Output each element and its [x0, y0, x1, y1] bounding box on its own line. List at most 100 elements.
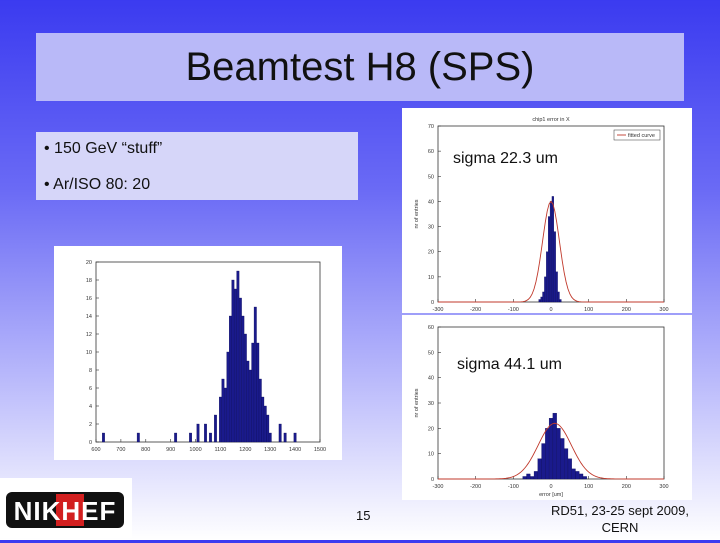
histogram-bar	[548, 418, 554, 480]
histogram-bar	[253, 306, 257, 443]
x-tick-label: 600	[91, 447, 100, 453]
y-tick-label: 30	[428, 225, 434, 231]
histogram-bar	[530, 476, 535, 480]
x-tick-label: 1500	[314, 447, 326, 453]
nikhef-logo-icon: NIKHEF	[6, 492, 124, 528]
histogram-bar	[567, 458, 572, 480]
histogram-bar	[256, 342, 260, 443]
bullet-energy: • 150 GeV “stuff”	[44, 140, 163, 157]
x-tick-label: -200	[470, 484, 481, 490]
position-histogram: 600 700 800 900 1000 1100 1200 1300 1400 1500 0 2 4 6…	[54, 246, 342, 460]
y-tick-label: 30	[428, 401, 434, 407]
histogram-bar	[251, 342, 255, 443]
svg-text:NIKHEF: NIKHEF	[14, 496, 117, 526]
y-tick-label: 8	[89, 368, 92, 374]
histogram-bar	[522, 476, 527, 480]
histogram-bar	[258, 378, 262, 443]
footer: RD51, 23-25 sept 2009, CERN	[520, 502, 720, 536]
error-histogram-top: -300-200-1000100200300010203040506070err…	[402, 108, 692, 313]
histogram-bar	[283, 432, 287, 443]
y-tick-label: 0	[89, 440, 92, 446]
plot-frame	[95, 261, 321, 443]
x-tick-label: -300	[432, 307, 443, 313]
fit-curve	[438, 422, 664, 480]
histogram-bar	[293, 432, 297, 443]
histogram-bar	[582, 476, 587, 480]
histogram-bar	[174, 432, 178, 443]
chart-title: chip1 error in X	[532, 117, 570, 123]
histogram-bar	[564, 448, 569, 480]
error-histogram-top-svg: -300-200-1000100200300010203040506070err…	[414, 117, 669, 313]
histogram-bar	[278, 423, 282, 443]
y-tick-label: 60	[428, 325, 434, 331]
histogram-bar	[226, 351, 230, 443]
fit-curve	[438, 200, 664, 303]
y-tick-label: 40	[428, 199, 434, 205]
y-tick-label: 20	[86, 260, 92, 266]
y-tick-label: 0	[431, 477, 434, 483]
y-tick-label: 10	[428, 275, 434, 281]
histogram-bar	[553, 231, 556, 303]
y-tick-label: 50	[428, 174, 434, 180]
y-tick-label: 4	[89, 404, 92, 410]
y-tick-label: 0	[431, 300, 434, 306]
histogram-bar	[204, 423, 207, 443]
x-tick-label: 0	[549, 484, 552, 490]
histogram-bar	[209, 432, 212, 443]
legend-label: fitted curve	[628, 133, 655, 139]
legend-box	[613, 129, 661, 141]
y-tick-label: 18	[86, 278, 92, 284]
histogram-bar	[236, 270, 240, 443]
y-tick-label: 14	[86, 314, 92, 320]
position-histogram-svg: 600 700 800 900 1000 1100 1200 1300 1400 1500 0 2 4 6…	[86, 260, 326, 453]
x-tick-label: -300	[432, 484, 443, 490]
y-tick-label: 40	[428, 376, 434, 382]
histogram-bar	[189, 432, 192, 443]
histogram-bar	[231, 279, 235, 443]
histogram-bar	[551, 196, 554, 303]
histogram-bar	[221, 378, 225, 443]
histogram-bar	[233, 288, 237, 443]
histogram-bar	[541, 443, 546, 480]
x-tick-label: 1200	[239, 447, 251, 453]
histogram-bar	[555, 271, 558, 303]
x-tick-label: 0	[549, 307, 552, 313]
histogram-bar	[261, 396, 265, 443]
histogram-bar	[224, 387, 227, 443]
histogram-bar	[229, 315, 232, 443]
x-tick-label: 1000	[189, 447, 201, 453]
histogram-bar	[544, 276, 547, 303]
x-tick-label: 200	[622, 307, 631, 313]
histogram-bar	[102, 432, 105, 443]
histogram-bar	[545, 428, 550, 480]
histogram-bar	[571, 468, 576, 480]
x-tick-label: 800	[141, 447, 150, 453]
histogram-bar	[537, 458, 542, 480]
histogram-bar	[241, 315, 245, 443]
x-tick-label: 100	[584, 307, 593, 313]
histogram-bar	[246, 360, 250, 443]
histogram-bar	[542, 291, 545, 303]
histogram-bar	[196, 423, 200, 443]
x-tick-label: 1400	[289, 447, 301, 453]
histogram-bar	[238, 297, 242, 443]
histogram-bar	[268, 432, 272, 443]
y-tick-label: 6	[89, 386, 92, 392]
footer-line-2: CERN	[601, 520, 639, 535]
y-tick-label: 20	[428, 426, 434, 432]
histogram-bar	[266, 414, 270, 443]
histogram-bar	[575, 471, 580, 480]
x-tick-label: 300	[659, 484, 668, 490]
histogram-bar	[214, 414, 217, 443]
histogram-bar	[533, 471, 538, 480]
footer-line-1: RD51, 23-25 sept 2009,	[550, 503, 690, 518]
histogram-bar	[243, 333, 247, 443]
error-histogram-bottom: -300 -200 -100 0 100 200 300 0 10 20 30 40 50 60 error…	[402, 315, 692, 500]
x-tick-label: 300	[659, 307, 668, 313]
y-tick-label: 10	[428, 452, 434, 458]
histogram-bar	[136, 432, 140, 443]
error-histogram-bottom-svg: -300 -200 -100 0 100 200 300 0 10 20 30 40 50 60 error…	[414, 325, 669, 498]
x-tick-label: 900	[166, 447, 175, 453]
histogram-bar	[546, 251, 549, 303]
histogram-bar	[538, 299, 541, 303]
